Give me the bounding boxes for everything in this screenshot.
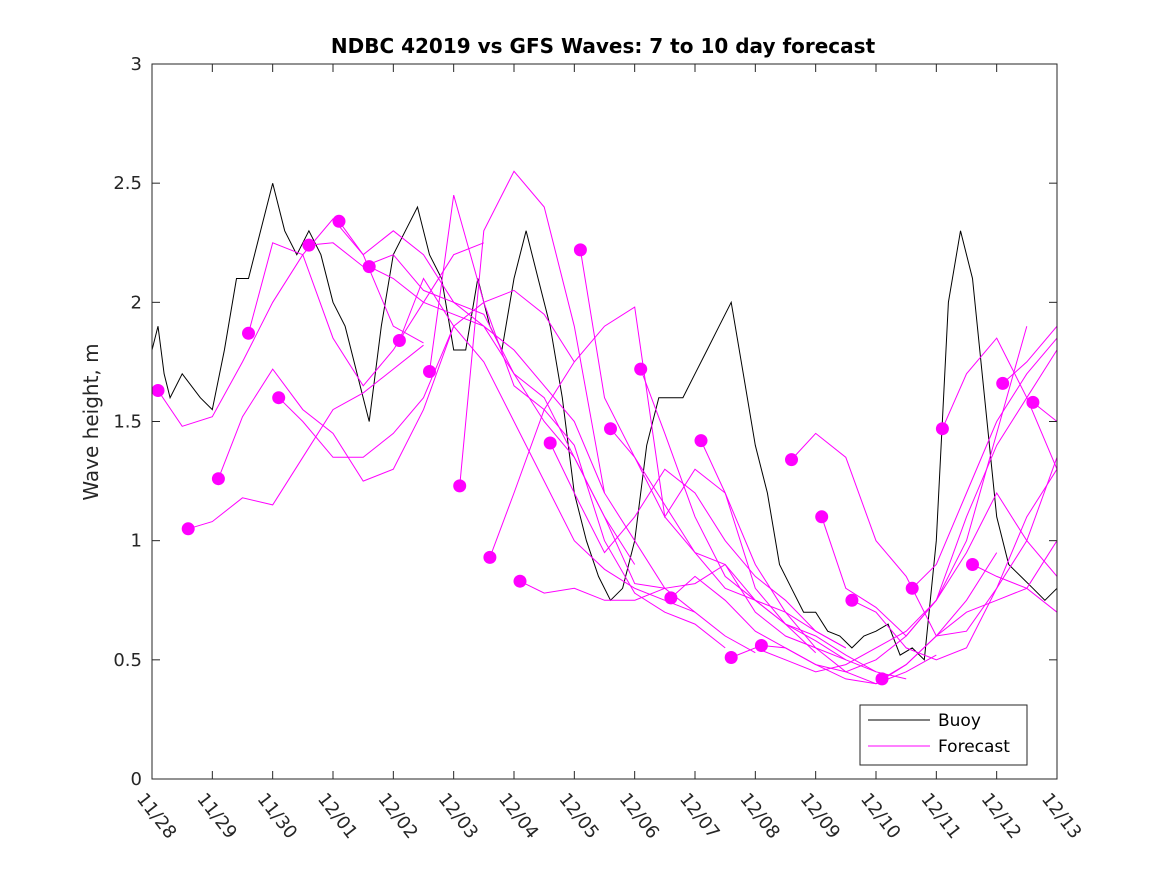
plot-clip-group (152, 170, 1057, 686)
forecast-start-marker-25 (905, 581, 919, 595)
y-axis-label: Wave height, m (79, 343, 103, 500)
x-tick-label: 12/01 (313, 789, 361, 843)
x-tick-label: 12/10 (856, 789, 904, 843)
forecast-start-marker-7 (362, 260, 376, 274)
forecast-start-marker-26 (935, 422, 949, 436)
forecast-series-line-10 (459, 170, 756, 654)
x-tick-label: 12/13 (1037, 789, 1085, 843)
forecast-start-marker-29 (1026, 395, 1040, 409)
forecast-series-line-9 (429, 194, 726, 649)
forecast-series-line-29 (1032, 402, 1057, 423)
y-tick-label: 0 (131, 769, 142, 790)
forecast-series-line-5 (308, 242, 605, 494)
legend: Buoy Forecast (859, 704, 1028, 766)
plot-area (152, 170, 1057, 686)
forecast-start-marker-20 (754, 639, 768, 652)
x-tick-label: 12/12 (977, 789, 1025, 843)
y-tick-label: 3 (131, 54, 142, 75)
legend-label-forecast: Forecast (938, 737, 1010, 757)
forecast-start-marker-16 (634, 362, 648, 376)
y-tick-label: 2.5 (113, 173, 142, 194)
forecast-start-marker-17 (664, 591, 678, 605)
forecast-series-line-23 (851, 455, 1057, 661)
forecast-start-marker-5 (302, 238, 316, 252)
x-tick-label: 12/07 (675, 789, 723, 843)
forecast-start-marker-24 (875, 672, 889, 686)
x-tick-label: 12/11 (916, 789, 964, 843)
forecast-start-marker-22 (815, 510, 829, 524)
forecast-start-marker-23 (845, 593, 859, 607)
forecast-series-line-2 (217, 326, 455, 482)
forecast-start-marker-1 (181, 522, 195, 536)
forecast-start-marker-11 (483, 550, 497, 564)
x-tick-label: 11/28 (132, 789, 180, 843)
forecast-series-line-24 (881, 539, 1057, 680)
x-tick-label: 11/30 (253, 789, 301, 843)
forecast-start-marker-3 (242, 326, 255, 340)
forecast-series-line-26 (941, 337, 1057, 471)
forecast-series-line-16 (640, 368, 907, 680)
chart-title: NDBC 42019 vs GFS Waves: 7 to 10 day for… (331, 34, 876, 58)
legend-box (859, 704, 1028, 766)
forecast-series-line-0 (157, 218, 424, 427)
forecast-series-line-6 (338, 221, 636, 565)
forecast-start-marker-15 (604, 422, 617, 436)
forecast-series-line-13 (549, 442, 847, 649)
x-tick-label: 12/03 (434, 789, 482, 843)
forecast-series-line-27 (972, 564, 1057, 613)
forecast-series-line-28 (1002, 325, 1057, 384)
y-tick-label: 2 (131, 292, 142, 313)
forecast-series-line-7 (368, 266, 665, 589)
x-tick-label: 12/06 (615, 789, 663, 843)
y-tick-label: 1 (131, 531, 142, 552)
forecast-series-line-11 (489, 306, 817, 654)
forecast-start-marker-8 (392, 334, 406, 347)
forecast-start-marker-6 (332, 214, 346, 228)
forecast-start-marker-10 (453, 479, 467, 493)
forecast-series-line-4 (278, 289, 575, 458)
forecast-start-marker-14 (573, 243, 587, 257)
forecast-start-marker-9 (423, 365, 436, 378)
buoy-series-line (152, 183, 1057, 661)
y-tick-label: 1.5 (113, 412, 142, 433)
x-tick-label: 12/02 (373, 789, 421, 843)
forecast-series-line-25 (911, 337, 1057, 589)
forecast-start-marker-28 (996, 376, 1010, 390)
x-tick-label: 12/08 (735, 789, 783, 843)
forecast-series-line-21 (791, 432, 1057, 637)
forecast-start-marker-19 (724, 651, 738, 664)
forecast-start-marker-12 (513, 574, 527, 588)
forecast-series-line-1 (188, 344, 424, 530)
forecast-start-marker-4 (272, 391, 286, 405)
forecast-start-marker-2 (211, 472, 225, 486)
forecast-series-line-12 (519, 563, 847, 649)
forecast-series-line-19 (731, 326, 1028, 673)
forecast-start-marker-21 (785, 453, 798, 467)
x-tick-label: 12/05 (554, 789, 602, 843)
forecast-series-line-17 (670, 575, 937, 685)
x-tick-label: 12/09 (796, 789, 844, 843)
forecast-series-line-14 (579, 249, 847, 661)
x-tick-label: 11/29 (192, 789, 240, 843)
y-tick-label: 0.5 (113, 650, 142, 671)
forecast-series-line-8 (398, 277, 696, 613)
forecast-series-line-22 (821, 349, 1057, 637)
forecast-start-marker-18 (694, 434, 708, 448)
forecast-start-marker-0 (152, 384, 165, 397)
forecast-start-marker-27 (966, 558, 979, 571)
x-tick-label: 12/04 (494, 789, 542, 843)
legend-label-buoy: Buoy (938, 711, 981, 731)
forecast-start-marker-13 (543, 436, 557, 450)
axes-box (151, 63, 1058, 780)
